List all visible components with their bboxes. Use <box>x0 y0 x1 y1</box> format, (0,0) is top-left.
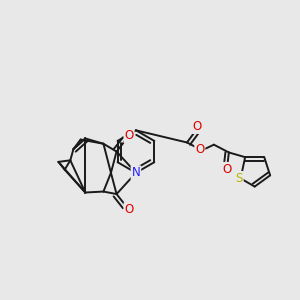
Text: S: S <box>236 172 243 185</box>
Text: O: O <box>223 163 232 176</box>
Text: O: O <box>124 203 134 216</box>
Text: O: O <box>192 120 202 133</box>
Text: O: O <box>195 143 204 156</box>
Text: N: N <box>132 166 140 179</box>
Text: O: O <box>124 129 134 142</box>
